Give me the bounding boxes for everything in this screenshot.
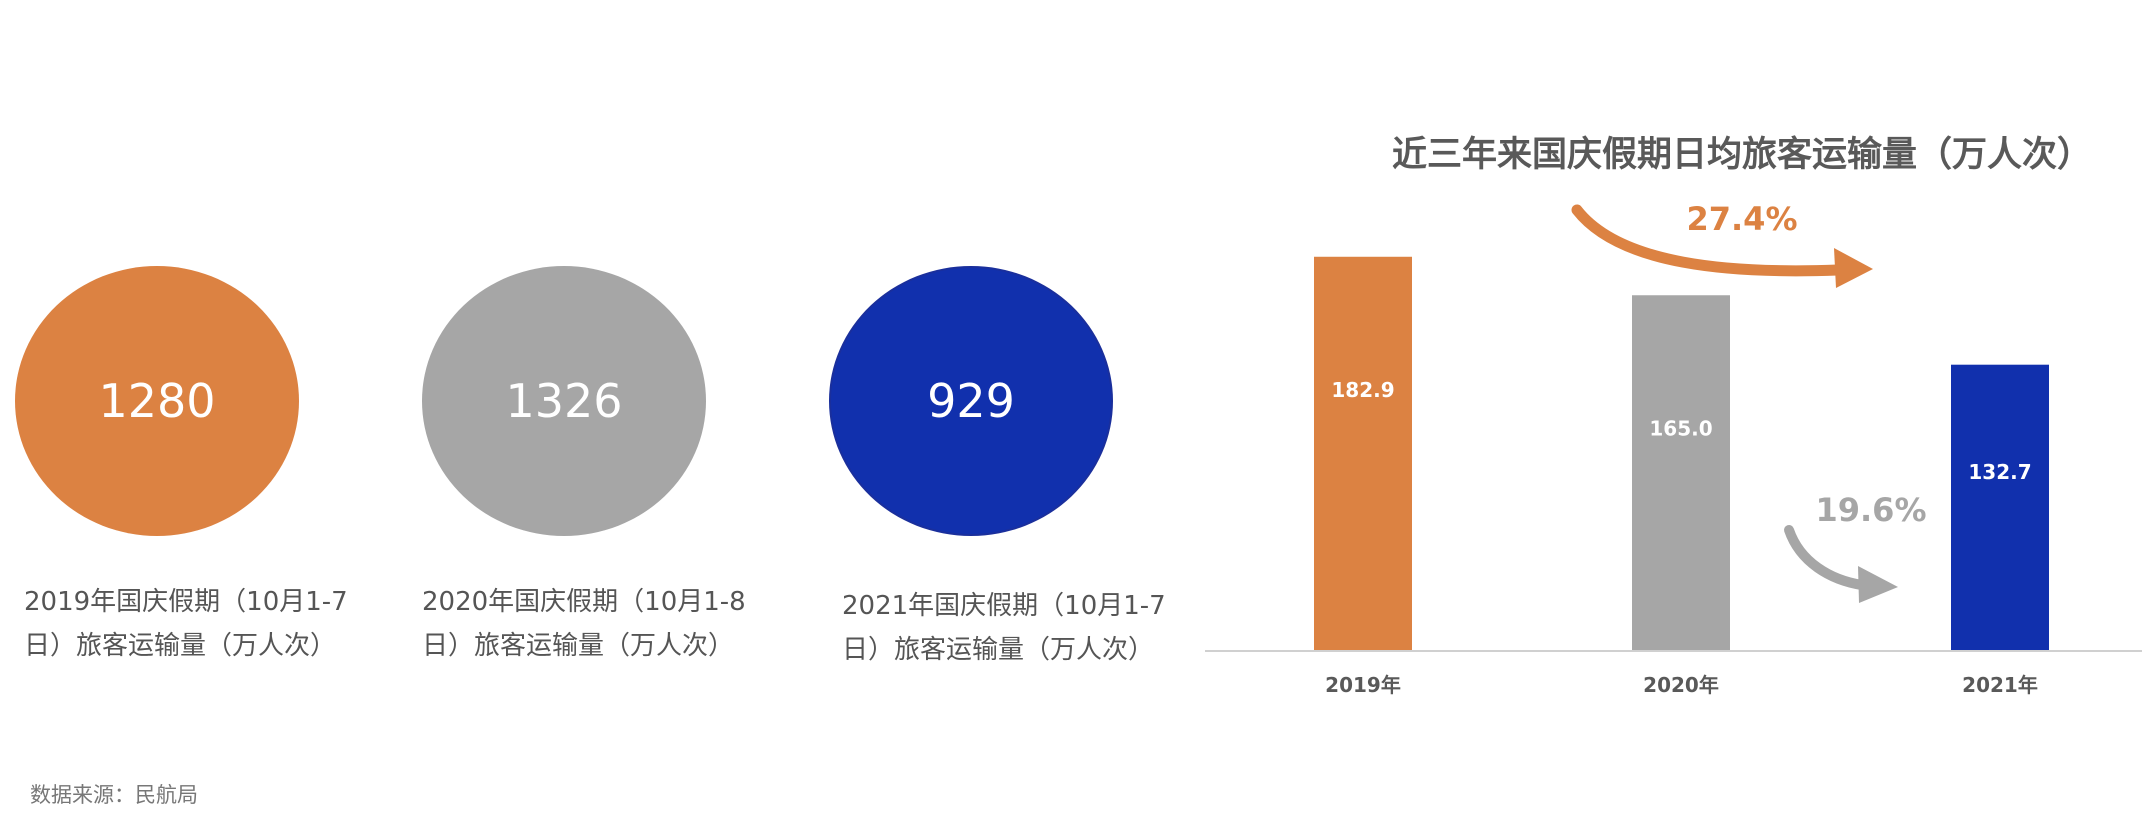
arrow-27-head-icon: [1834, 248, 1873, 288]
x-tick-label: 2020年: [1643, 673, 1719, 697]
arrow-19-icon: [1784, 525, 1867, 590]
bar-2021年: [1951, 364, 2049, 650]
circle-value-2021: 929: [927, 374, 1015, 428]
circle-2021: 929: [829, 266, 1113, 536]
circle-2019: 1280: [15, 266, 299, 536]
caption-2019: 2019年国庆假期（10月1-7日）旅客运输量（万人次）: [24, 587, 348, 661]
x-tick-label: 2021年: [1962, 673, 2038, 697]
bar-value-label: 182.9: [1331, 378, 1394, 402]
circle-2020: 1326: [422, 266, 706, 536]
bar-2019年: [1314, 256, 1412, 650]
circle-value-2019: 1280: [98, 374, 216, 428]
caption-2021: 2021年国庆假期（10月1-7日）旅客运输量（万人次）: [842, 591, 1166, 665]
chart-title: 近三年来国庆假期日均旅客运输量（万人次）: [1392, 135, 2093, 175]
bar-value-label: 165.0: [1649, 416, 1712, 440]
annotation-27-4: 27.4%: [1686, 200, 1797, 238]
circle-value-2020: 1326: [505, 374, 623, 428]
bar-2020年: [1632, 295, 1730, 650]
arrow-27-icon: [1571, 204, 1844, 277]
bar-value-label: 132.7: [1968, 460, 2031, 484]
x-tick-label: 2019年: [1325, 673, 1401, 697]
caption-2020: 2020年国庆假期（10月1-8日）旅客运输量（万人次）: [422, 587, 746, 661]
data-source: 数据来源：民航局: [30, 783, 198, 807]
arrow-19-head-icon: [1858, 566, 1898, 603]
annotation-19-6: 19.6%: [1815, 491, 1926, 529]
